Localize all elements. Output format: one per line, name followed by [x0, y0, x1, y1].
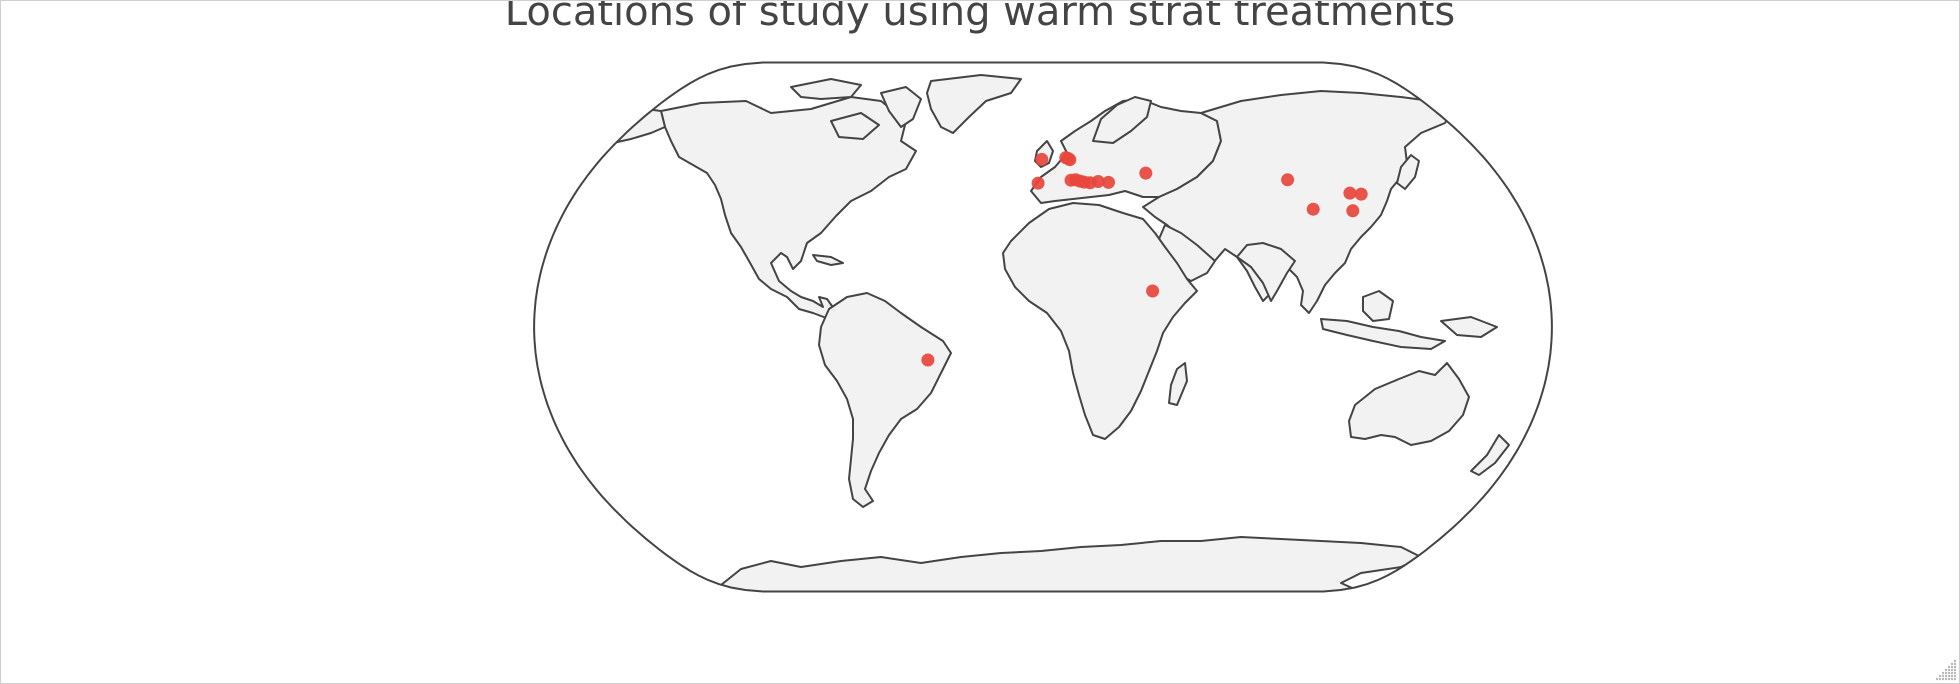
landmass-borneo	[1362, 290, 1394, 322]
landmass-baffin	[880, 86, 922, 128]
landmass-scandinavia	[1092, 96, 1152, 144]
chart-title: Locations of study using warm strat trea…	[504, 0, 1456, 35]
study-location-marker[interactable]	[921, 353, 935, 367]
marker-layer	[921, 151, 1368, 367]
globe-outline	[533, 61, 1553, 593]
study-location-marker[interactable]	[1035, 152, 1049, 166]
study-location-marker[interactable]	[1146, 284, 1160, 298]
landmass-victoria	[830, 112, 880, 140]
study-location-marker[interactable]	[1354, 187, 1368, 201]
landmass-asia	[1142, 90, 1452, 314]
landmass-india	[1236, 242, 1296, 302]
landmass-africa	[1002, 202, 1198, 440]
landmass-new-guinea	[1440, 316, 1498, 338]
study-location-marker[interactable]	[1306, 202, 1320, 216]
landmass-antarctica	[700, 536, 1422, 592]
landmass-indonesia	[1320, 318, 1446, 350]
study-location-marker[interactable]	[1031, 176, 1045, 190]
landmass-japan	[1396, 154, 1420, 190]
landmass-madagascar	[1168, 362, 1188, 406]
landmass-cuba	[812, 254, 844, 266]
study-location-marker[interactable]	[1346, 204, 1360, 218]
resize-grip-icon[interactable]	[1932, 656, 1958, 682]
study-location-marker[interactable]	[1091, 175, 1105, 188]
landmass-arctic-islands	[790, 78, 862, 100]
study-location-marker[interactable]	[1102, 175, 1115, 189]
study-location-marker[interactable]	[1281, 173, 1295, 187]
landmass-australia	[1348, 362, 1470, 446]
study-location-marker[interactable]	[1343, 186, 1357, 200]
study-location-marker[interactable]	[1139, 166, 1153, 180]
landmass-new-zealand	[1470, 434, 1510, 476]
landmass-north-america	[660, 96, 917, 320]
study-location-marker[interactable]	[1063, 153, 1077, 167]
landmass-greenland	[926, 74, 1022, 134]
land-layer	[560, 74, 1510, 592]
landmass-south-america	[818, 292, 952, 508]
